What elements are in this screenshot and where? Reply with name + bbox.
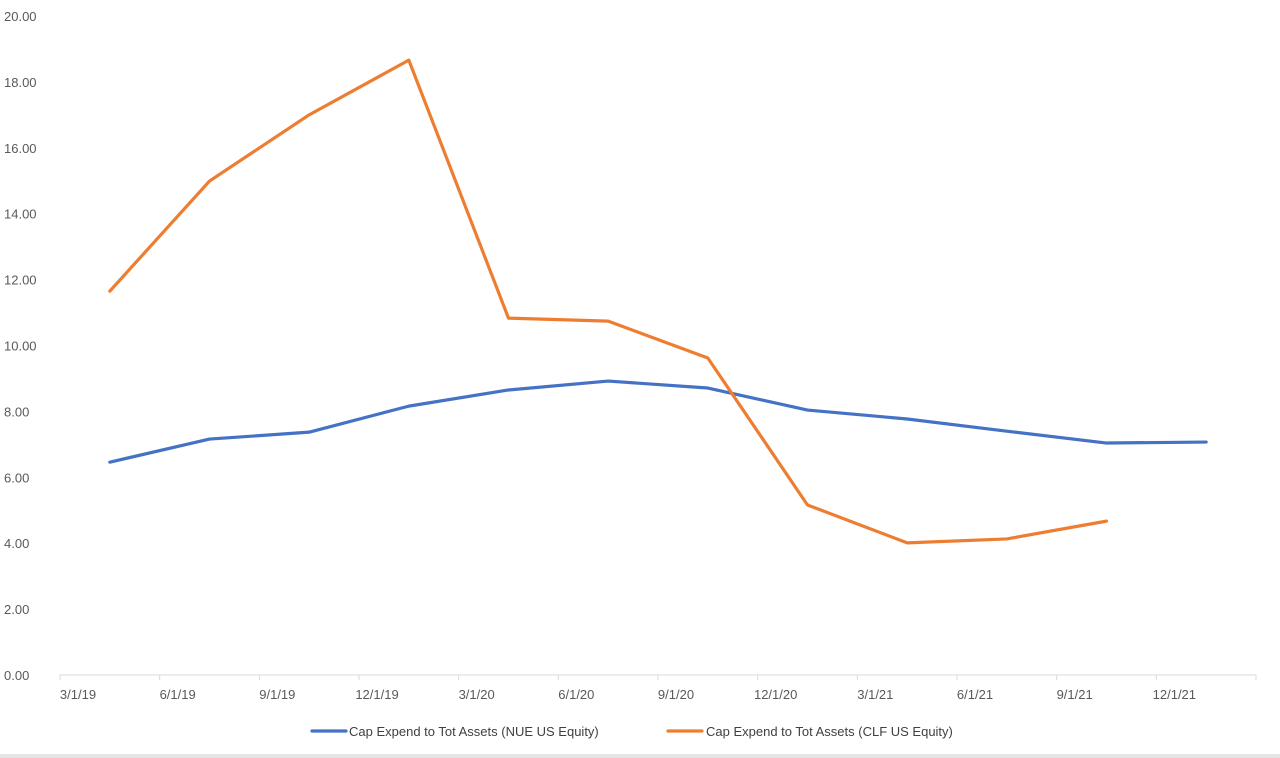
y-tick-label: 18.00 [4,75,37,90]
legend-item-clf: Cap Expend to Tot Assets (CLF US Equity) [666,724,953,739]
y-tick-label: 6.00 [4,470,29,485]
series-line-nue [108,379,1208,464]
x-tick-label: 3/1/21 [857,687,893,702]
y-tick-label: 14.00 [4,207,37,222]
bottom-divider [0,754,1280,758]
plot-area [108,58,1208,545]
y-axis: 0.00 2.00 4.00 6.00 8.00 10.00 12.00 14.00 16.00… [4,9,37,683]
series-line-clf [108,58,1109,545]
x-tick-label: 9/1/21 [1057,687,1093,702]
legend: Cap Expend to Tot Assets (NUE US Equity)… [310,724,953,739]
y-tick-label: 16.00 [4,141,37,156]
y-tick-label: 8.00 [4,404,29,419]
y-tick-label: 0.00 [4,668,29,683]
x-tick-label: 6/1/21 [957,687,993,702]
y-tick-label: 2.00 [4,602,29,617]
x-tick-label: 12/1/21 [1153,687,1196,702]
x-tick-label: 6/1/20 [558,687,594,702]
x-tick-label: 9/1/19 [259,687,295,702]
x-tick-label: 12/1/19 [355,687,398,702]
y-tick-label: 12.00 [4,273,37,288]
legend-item-nue: Cap Expend to Tot Assets (NUE US Equity) [310,724,599,739]
x-axis: 3/1/19 6/1/19 9/1/19 12/1/19 3/1/20 6/1/20 9/1… [59,674,1257,702]
legend-label: Cap Expend to Tot Assets (CLF US Equity) [706,724,953,739]
x-tick-label: 12/1/20 [754,687,797,702]
y-tick-label: 10.00 [4,339,37,354]
x-tick-label: 3/1/20 [459,687,495,702]
x-tick-label: 3/1/19 [60,687,96,702]
legend-label: Cap Expend to Tot Assets (NUE US Equity) [349,724,599,739]
y-tick-label: 20.00 [4,9,37,24]
y-tick-label: 4.00 [4,536,29,551]
x-tick-label: 6/1/19 [160,687,196,702]
x-tick-label: 9/1/20 [658,687,694,702]
